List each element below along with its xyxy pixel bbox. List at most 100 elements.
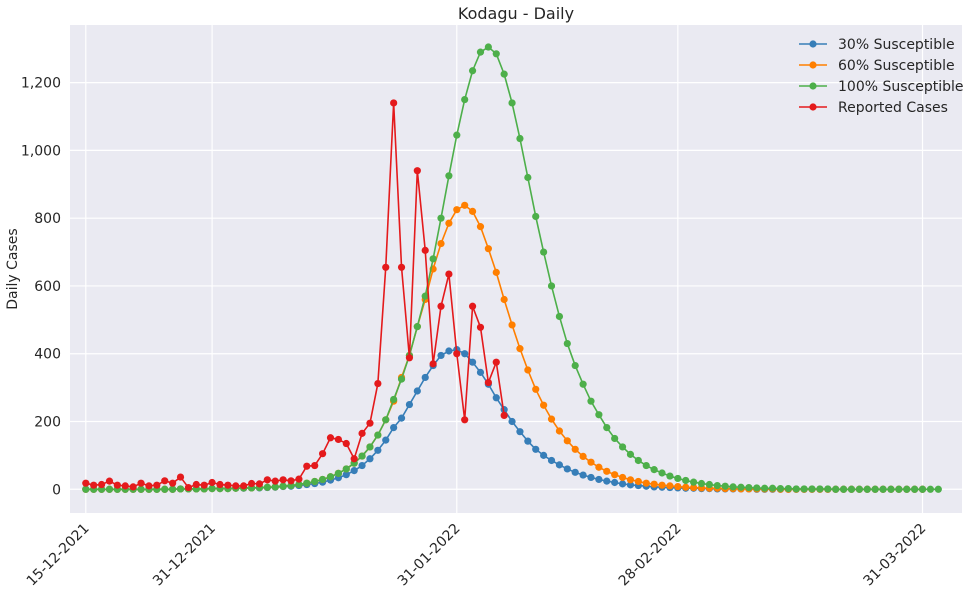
data-point bbox=[524, 437, 532, 445]
data-point bbox=[421, 246, 429, 254]
data-point bbox=[642, 461, 650, 470]
data-point bbox=[618, 480, 627, 488]
data-point bbox=[468, 358, 477, 366]
data-point bbox=[255, 480, 264, 488]
data-point bbox=[532, 445, 540, 453]
data-point bbox=[690, 483, 698, 492]
data-point bbox=[926, 485, 935, 493]
data-point bbox=[800, 485, 808, 493]
data-point bbox=[658, 469, 666, 477]
data-point bbox=[342, 471, 350, 479]
data-point bbox=[855, 485, 863, 493]
data-point bbox=[374, 431, 382, 439]
data-point bbox=[413, 387, 421, 395]
data-point bbox=[295, 480, 303, 489]
data-point bbox=[895, 485, 903, 493]
data-point bbox=[437, 351, 445, 360]
data-point bbox=[595, 411, 603, 419]
data-point bbox=[461, 350, 469, 358]
data-point bbox=[82, 479, 90, 487]
data-point bbox=[350, 467, 358, 475]
data-point bbox=[595, 463, 603, 471]
data-point bbox=[176, 485, 185, 493]
y-tick-label: 400 bbox=[34, 347, 61, 363]
data-point bbox=[603, 424, 611, 432]
y-tick-label: 1,000 bbox=[21, 143, 61, 159]
data-point bbox=[121, 482, 129, 490]
data-point bbox=[508, 99, 516, 107]
x-tick-label: 15-12-2021 bbox=[24, 521, 93, 590]
data-point bbox=[216, 480, 224, 489]
data-point bbox=[405, 354, 414, 362]
legend-marker bbox=[809, 103, 817, 111]
data-point bbox=[342, 439, 350, 448]
data-point bbox=[334, 469, 342, 477]
data-point bbox=[461, 201, 469, 209]
data-point bbox=[224, 481, 232, 489]
data-point bbox=[105, 477, 114, 485]
data-point bbox=[468, 67, 477, 75]
legend: 30% Susceptible 60% Susceptible 100% Susce… bbox=[799, 37, 964, 116]
data-point bbox=[721, 482, 729, 490]
data-point bbox=[366, 419, 374, 427]
data-point bbox=[776, 485, 785, 493]
data-point bbox=[421, 373, 429, 382]
data-point bbox=[911, 485, 919, 493]
data-point bbox=[587, 397, 595, 405]
legend-item: 60% Susceptible bbox=[799, 58, 955, 74]
data-point bbox=[682, 476, 690, 485]
data-point bbox=[382, 416, 390, 424]
legend-item: 30% Susceptible bbox=[799, 37, 955, 53]
data-point bbox=[390, 99, 398, 107]
data-point bbox=[611, 471, 619, 479]
data-point bbox=[547, 282, 556, 290]
data-point bbox=[839, 485, 848, 493]
data-point bbox=[437, 302, 445, 310]
legend-item: Reported Cases bbox=[799, 100, 948, 116]
data-point bbox=[792, 485, 800, 493]
data-point bbox=[192, 480, 200, 489]
data-point bbox=[397, 263, 406, 271]
legend-label: 60% Susceptible bbox=[838, 58, 955, 74]
data-point bbox=[453, 350, 461, 358]
grid-lines bbox=[70, 25, 962, 513]
legend-label: Reported Cases bbox=[838, 100, 948, 116]
data-point bbox=[547, 415, 556, 423]
data-point bbox=[303, 462, 311, 470]
data-point bbox=[887, 485, 895, 493]
data-point bbox=[358, 429, 366, 437]
data-point bbox=[445, 172, 453, 180]
data-point bbox=[666, 472, 674, 480]
data-point bbox=[366, 455, 374, 463]
data-point bbox=[476, 223, 485, 231]
legend-label: 30% Susceptible bbox=[838, 37, 955, 53]
data-point bbox=[650, 480, 658, 488]
data-point bbox=[390, 424, 398, 432]
x-tick-label: 28-02-2022 bbox=[616, 521, 685, 590]
data-point bbox=[611, 434, 619, 443]
plot-background bbox=[70, 25, 962, 513]
data-point bbox=[745, 483, 753, 492]
legend-label: 100% Susceptible bbox=[838, 79, 964, 95]
data-point bbox=[563, 339, 571, 348]
data-point bbox=[658, 481, 666, 489]
data-point bbox=[532, 212, 540, 221]
data-point bbox=[161, 485, 169, 493]
data-point bbox=[626, 476, 635, 484]
data-point bbox=[579, 380, 587, 388]
data-point bbox=[666, 482, 674, 490]
data-point bbox=[816, 485, 824, 493]
data-point bbox=[445, 347, 453, 355]
data-point bbox=[232, 482, 240, 490]
data-point bbox=[461, 416, 469, 424]
data-point bbox=[540, 248, 548, 256]
data-point bbox=[129, 483, 137, 491]
legend-marker bbox=[809, 40, 817, 48]
data-point bbox=[492, 50, 500, 58]
data-point bbox=[500, 70, 508, 78]
y-tick-label: 600 bbox=[34, 279, 61, 295]
data-point bbox=[713, 481, 721, 490]
data-point bbox=[934, 485, 942, 493]
data-point bbox=[279, 482, 287, 490]
data-point bbox=[263, 483, 271, 491]
